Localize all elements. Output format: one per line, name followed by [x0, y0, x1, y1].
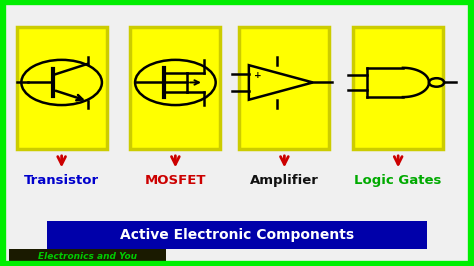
Bar [9, 249, 166, 264]
Bar [17, 27, 107, 149]
Bar [130, 27, 220, 149]
Text: Amplifier: Amplifier [250, 174, 319, 187]
Text: Transistor: Transistor [24, 174, 99, 187]
Text: MOSFET: MOSFET [145, 174, 206, 187]
Text: +: + [254, 70, 261, 80]
Text: Logic Gates: Logic Gates [355, 174, 442, 187]
Text: Electronics and You: Electronics and You [38, 252, 137, 261]
Bar [47, 221, 427, 249]
Bar [353, 27, 443, 149]
Bar [239, 27, 329, 149]
Text: Active Electronic Components: Active Electronic Components [120, 228, 354, 242]
